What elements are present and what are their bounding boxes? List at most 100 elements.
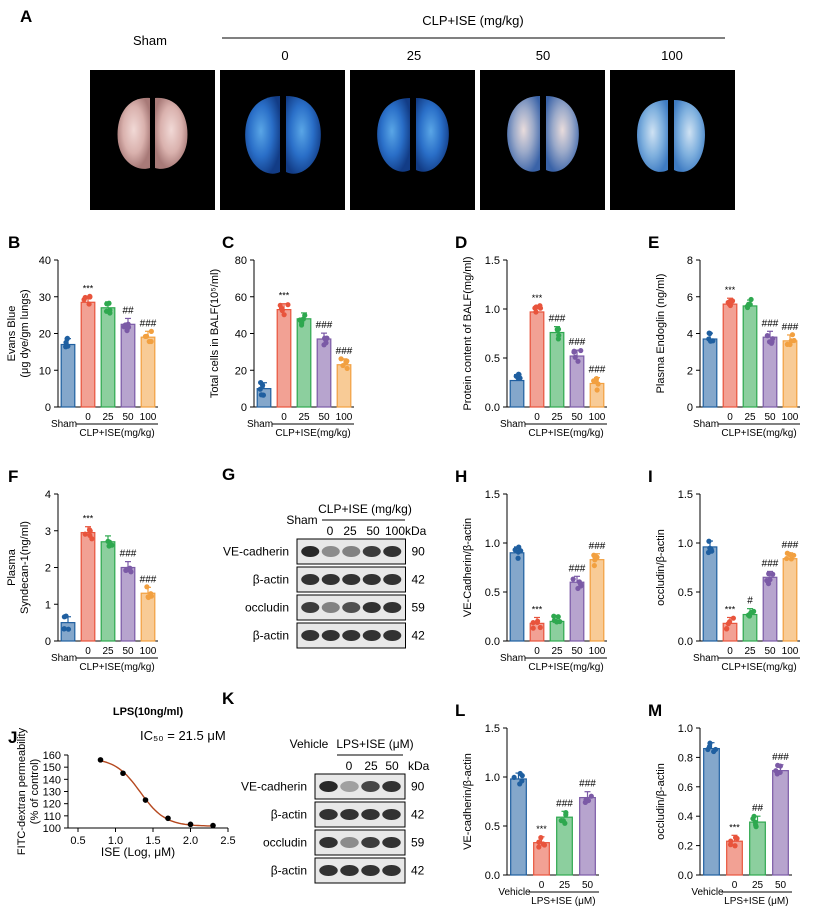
significance-mark: ### <box>589 365 606 376</box>
blot-band <box>342 574 361 585</box>
data-point <box>106 539 113 545</box>
blot-band <box>340 837 359 848</box>
category-label: Sham <box>51 653 77 664</box>
category-label: 25 <box>559 880 571 891</box>
y-axis-label: Syndecan-1(ng/ml) <box>19 521 31 614</box>
lung-photo-dose-50 <box>480 70 605 210</box>
data-point <box>570 576 576 582</box>
category-label: Vehicle <box>498 887 531 898</box>
bar <box>100 307 116 408</box>
category-label: 50 <box>775 880 787 891</box>
y-axis-label: VE-Cadherin/β-actin <box>462 518 474 617</box>
y-tick-label: 1.5 <box>485 255 500 267</box>
data-point <box>707 338 714 344</box>
data-point <box>517 770 523 777</box>
data-point <box>764 333 770 339</box>
data-point <box>65 343 71 349</box>
sham-label: Sham <box>286 513 317 527</box>
x-tick-label: 0.5 <box>70 835 85 847</box>
data-point <box>145 594 152 601</box>
y-tick-label: 0 <box>45 402 51 414</box>
significance-mark: ### <box>336 346 353 357</box>
bar <box>336 364 352 408</box>
blot-kda-value: 42 <box>411 808 425 822</box>
data-point <box>732 843 738 849</box>
blot-kda-value: 42 <box>412 629 426 643</box>
blot-band <box>342 602 361 613</box>
chart-panel-e: E Plasma Endoglin (ng/ml) 0 2 4 6 8 Sham *** 0 25 #… <box>648 233 800 439</box>
y-tick-label: 0.5 <box>485 587 500 599</box>
blot-kda-value: 59 <box>411 836 425 850</box>
data-point <box>258 392 264 398</box>
data-point <box>277 302 283 308</box>
category-label: 0 <box>727 412 733 423</box>
y-axis-label: occludin/β-actin <box>655 763 667 840</box>
data-point <box>588 793 594 799</box>
y-tick-label: 0.0 <box>485 636 500 648</box>
dose-label: 100 <box>661 48 683 63</box>
panel-letter: I <box>648 467 653 486</box>
data-point <box>302 312 308 318</box>
y-tick-label: 1.5 <box>678 489 693 501</box>
dose-label: 25 <box>407 48 421 63</box>
vehicle-label: Vehicle <box>290 737 329 751</box>
blot-kda-value: 42 <box>411 864 425 878</box>
blot-band <box>361 837 380 848</box>
significance-mark: *** <box>536 824 547 834</box>
y-tick-label: 140 <box>43 774 61 786</box>
y-axis-label: Plasma <box>6 548 18 586</box>
dose-label: 0 <box>281 48 288 63</box>
blot-band <box>342 546 361 557</box>
data-point <box>107 310 113 316</box>
data-point <box>591 552 597 558</box>
data-point <box>537 305 544 311</box>
category-label: 100 <box>782 412 799 423</box>
dose-label: 50 <box>385 759 399 773</box>
blot-band <box>361 781 380 792</box>
data-point <box>519 778 525 784</box>
significance-mark: ### <box>549 314 566 325</box>
y-tick-label: 40 <box>39 255 51 267</box>
category-label: 25 <box>752 880 764 891</box>
panel-letter: K <box>222 689 235 708</box>
bar <box>296 318 312 408</box>
category-label: 100 <box>140 412 157 423</box>
bar <box>120 323 136 408</box>
category-label: Sham <box>500 653 526 664</box>
data-point <box>706 538 712 544</box>
data-point <box>751 813 757 819</box>
blot-band <box>382 865 401 876</box>
data-point <box>104 301 110 307</box>
data-point <box>128 569 134 575</box>
data-point <box>533 309 539 315</box>
blot-band <box>362 630 381 641</box>
bar <box>556 816 573 876</box>
panel-letter: G <box>222 465 235 484</box>
data-point <box>775 762 781 768</box>
category-label: 0 <box>534 412 540 423</box>
data-point <box>106 543 112 549</box>
panel-letter: D <box>455 233 467 252</box>
category-label: 0 <box>281 412 287 423</box>
group-label: CLP+ISE (mg/kg) <box>422 13 524 28</box>
significance-mark: ## <box>752 803 764 814</box>
blot-kda-value: 59 <box>412 601 426 615</box>
category-label: 25 <box>102 646 114 657</box>
bar <box>316 338 332 408</box>
lung-photo-dose-25 <box>350 70 475 210</box>
significance-mark: ### <box>589 541 606 552</box>
y-tick-label: 130 <box>43 787 61 799</box>
data-point <box>144 584 150 590</box>
data-point <box>64 335 71 342</box>
blot-band <box>319 809 338 820</box>
blot-band <box>301 546 320 557</box>
y-tick-label: 1.0 <box>485 772 500 784</box>
data-point <box>210 822 216 829</box>
bar <box>276 309 292 408</box>
significance-mark: *** <box>279 291 290 301</box>
x-axis-label: ISE (Log, μM) <box>101 845 175 859</box>
dose-label: 0 <box>327 524 334 538</box>
group-label: LPS+ISE (μM) <box>531 896 595 907</box>
blot-kda-value: 90 <box>412 545 426 559</box>
significance-mark: *** <box>83 514 94 524</box>
